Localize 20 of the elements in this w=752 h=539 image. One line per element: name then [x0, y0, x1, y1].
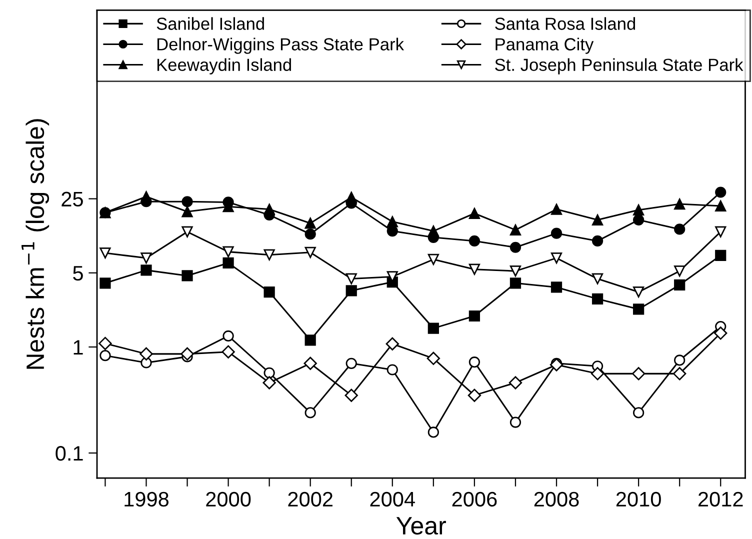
x-tick-label: 2004 [370, 492, 415, 507]
x-axis-title: Year [396, 517, 446, 535]
y-tick-label: 0.1 [56, 446, 83, 461]
x-tick-label: 2010 [616, 492, 661, 507]
legend-label: Keewaydin Island [157, 58, 291, 74]
x-tick-label: 1998 [124, 492, 169, 507]
legend-label: Panama City [496, 38, 594, 54]
legend-label: Sanibel Island [156, 17, 264, 30]
y-tick-label: 25 [62, 192, 83, 207]
x-tick-label: 2012 [698, 492, 743, 507]
y-tick-label: 5 [73, 266, 83, 281]
x-tick-label: 2008 [534, 492, 579, 507]
legend-label: Delnor-Wiggins Pass State Park [157, 38, 404, 54]
x-tick-label: 2006 [452, 492, 497, 507]
legend-label: Santa Rosa Island [495, 17, 636, 30]
y-axis-title: Nests km$^{−1}$ (log scale) [22, 119, 50, 369]
x-tick-label: 2000 [206, 492, 251, 507]
x-tick-label: 2002 [288, 492, 332, 507]
y-tick-label: 1 [74, 340, 83, 355]
legend-label: St. Joseph Peninsula State Park [495, 58, 744, 74]
